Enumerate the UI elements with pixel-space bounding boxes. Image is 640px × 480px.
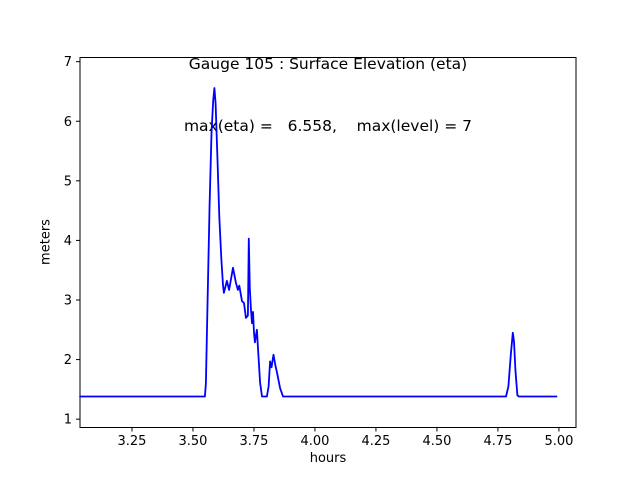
x-tick-label: 3.50 xyxy=(178,434,207,449)
y-tick-label: 7 xyxy=(64,55,72,70)
x-axis-label: hours xyxy=(309,451,347,466)
y-tick-label: 5 xyxy=(64,174,72,189)
x-tick-label: 5.00 xyxy=(544,434,573,449)
x-axis-ticks: 3.25 3.50 3.75 4.00 4.25 4.50 4.75 5.00 xyxy=(117,427,573,449)
y-tick-label: 3 xyxy=(64,293,72,308)
axes-border xyxy=(79,57,577,428)
y-tick-label: 4 xyxy=(64,234,72,249)
x-tick-label: 4.00 xyxy=(300,434,329,449)
y-tick-label: 1 xyxy=(64,413,72,428)
y-axis-ticks: 1 2 3 4 5 6 7 xyxy=(64,55,80,428)
y-tick-label: 2 xyxy=(64,353,72,368)
x-tick-label: 4.75 xyxy=(483,434,512,449)
chart-title: Gauge 105 : Surface Elevation (eta) max(… xyxy=(80,13,576,177)
y-axis-label: meters xyxy=(38,219,54,265)
x-tick-label: 4.25 xyxy=(361,434,390,449)
x-tick-label: 4.50 xyxy=(422,434,451,449)
chart-title-line2: max(eta) = 6.558, max(level) = 7 xyxy=(183,116,473,135)
eta-line-series xyxy=(79,87,558,398)
chart-title-line1: Gauge 105 : Surface Elevation (eta) xyxy=(188,55,468,73)
y-tick-label: 6 xyxy=(64,115,72,130)
x-tick-label: 3.25 xyxy=(117,434,146,449)
x-tick-label: 3.75 xyxy=(239,434,268,449)
